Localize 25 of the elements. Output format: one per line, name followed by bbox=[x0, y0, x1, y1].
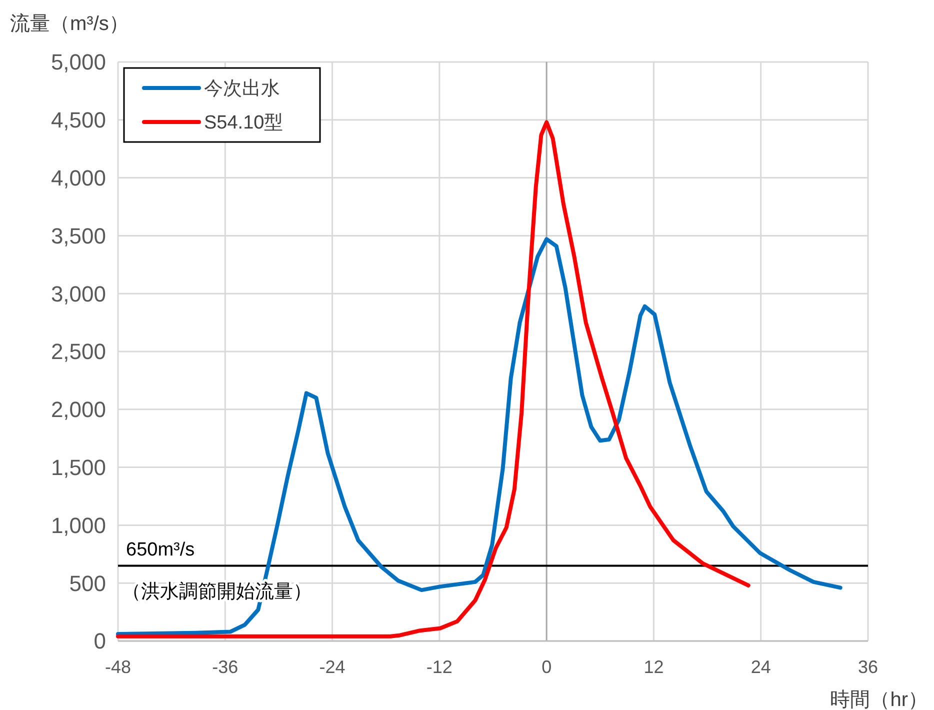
x-tick-label: 0 bbox=[542, 657, 552, 677]
y-tick-label: 0 bbox=[94, 628, 106, 654]
x-tick-label: -24 bbox=[319, 657, 346, 677]
x-tick-label: 24 bbox=[750, 657, 771, 677]
line-series bbox=[116, 237, 842, 636]
legend-label: S54.10型 bbox=[204, 112, 284, 134]
x-tick-label: 36 bbox=[858, 657, 878, 677]
y-tick-label: 4,500 bbox=[50, 108, 106, 133]
x-tick-label: -48 bbox=[104, 657, 132, 677]
x-tick-label: 12 bbox=[644, 657, 664, 677]
x-tick-label: -12 bbox=[426, 657, 452, 677]
x-tick-label: -36 bbox=[212, 657, 238, 677]
y-axis-title: 流量（m³/s） bbox=[10, 13, 129, 35]
y-tick-label: 500 bbox=[69, 570, 106, 596]
y-tick-label: 2,500 bbox=[50, 339, 106, 364]
y-tick-label: 2,000 bbox=[50, 397, 106, 422]
y-tick-label: 1,500 bbox=[50, 455, 106, 480]
legend-label: 今次出水 bbox=[204, 78, 280, 100]
y-tick-label: 1,000 bbox=[50, 512, 106, 538]
y-tick-label: 4,000 bbox=[50, 166, 106, 190]
y-tick-label: 3,500 bbox=[50, 223, 106, 248]
x-axis-title: 時間（hr） bbox=[830, 689, 928, 710]
y-tick-label: 3,000 bbox=[50, 281, 106, 306]
y-tick-label: 5,000 bbox=[50, 50, 106, 75]
ref-line-label: 650m³/s bbox=[126, 540, 195, 561]
